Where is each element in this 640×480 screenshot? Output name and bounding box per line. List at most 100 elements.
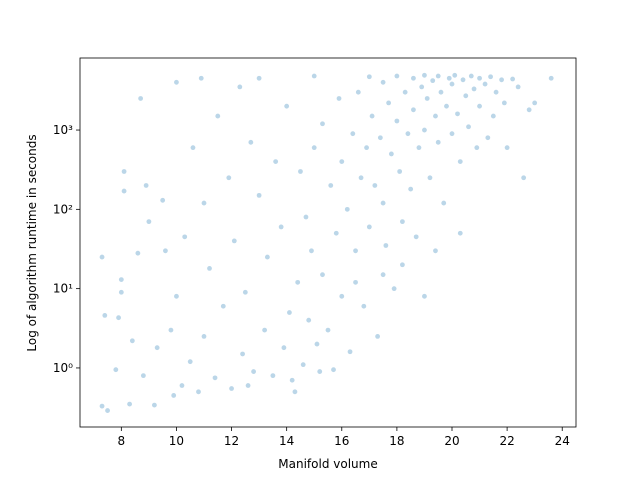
point bbox=[229, 386, 234, 391]
point bbox=[510, 76, 516, 82]
point bbox=[154, 345, 160, 351]
point bbox=[449, 81, 455, 87]
point bbox=[397, 169, 403, 174]
point bbox=[455, 111, 460, 117]
point bbox=[427, 175, 433, 181]
point bbox=[485, 135, 491, 141]
point bbox=[372, 183, 378, 188]
point bbox=[402, 89, 408, 95]
point bbox=[300, 362, 306, 368]
point bbox=[198, 75, 204, 81]
x-tick-label: 12 bbox=[224, 434, 239, 448]
point bbox=[171, 393, 177, 398]
point bbox=[281, 345, 287, 351]
point bbox=[350, 131, 356, 137]
point bbox=[521, 175, 527, 181]
point bbox=[471, 86, 477, 92]
point bbox=[405, 131, 411, 137]
point bbox=[295, 279, 301, 285]
point bbox=[127, 401, 132, 407]
point bbox=[256, 192, 262, 198]
point bbox=[331, 367, 336, 373]
point bbox=[493, 89, 499, 95]
y-axis-label: Log of algorithm runtime in seconds bbox=[25, 134, 39, 351]
point bbox=[380, 272, 386, 278]
point bbox=[187, 359, 193, 365]
point bbox=[422, 127, 427, 133]
point bbox=[207, 265, 212, 271]
point bbox=[320, 121, 325, 127]
point bbox=[375, 333, 380, 339]
point bbox=[298, 169, 303, 174]
point bbox=[433, 113, 438, 119]
point bbox=[380, 79, 386, 85]
point bbox=[444, 103, 449, 109]
point bbox=[320, 272, 325, 278]
point bbox=[306, 317, 312, 323]
point bbox=[201, 333, 207, 339]
y-tick-label: 10¹ bbox=[53, 282, 73, 296]
point bbox=[457, 159, 463, 164]
point bbox=[121, 169, 127, 174]
point bbox=[424, 96, 430, 101]
point bbox=[292, 389, 298, 395]
point bbox=[174, 79, 179, 85]
point bbox=[438, 89, 444, 95]
point bbox=[325, 327, 331, 333]
point bbox=[339, 159, 345, 164]
point bbox=[99, 254, 105, 260]
point bbox=[231, 238, 237, 244]
point bbox=[336, 96, 342, 101]
point bbox=[449, 131, 455, 137]
x-tick-label: 16 bbox=[334, 434, 349, 448]
point bbox=[138, 96, 144, 101]
point bbox=[99, 403, 105, 409]
point bbox=[416, 145, 422, 151]
point bbox=[419, 84, 425, 90]
point bbox=[146, 219, 152, 225]
plot-frame bbox=[79, 57, 577, 428]
point bbox=[264, 254, 270, 260]
point bbox=[284, 103, 290, 109]
point bbox=[430, 78, 436, 84]
point bbox=[504, 145, 510, 151]
point bbox=[121, 188, 127, 194]
y-tick-label: 10² bbox=[53, 202, 73, 216]
point bbox=[353, 279, 358, 285]
point bbox=[168, 327, 174, 333]
x-tick-label: 8 bbox=[118, 434, 126, 448]
point bbox=[366, 74, 372, 80]
x-tick-label: 18 bbox=[389, 434, 404, 448]
point bbox=[435, 73, 441, 79]
point bbox=[242, 289, 248, 295]
point bbox=[344, 206, 350, 212]
point bbox=[152, 402, 157, 408]
point bbox=[361, 303, 367, 309]
point bbox=[240, 351, 245, 357]
point bbox=[388, 151, 394, 157]
point bbox=[251, 369, 256, 374]
point bbox=[212, 375, 218, 381]
point bbox=[116, 315, 121, 321]
point bbox=[457, 230, 463, 236]
point bbox=[463, 93, 469, 99]
point bbox=[314, 341, 320, 347]
point bbox=[303, 214, 309, 220]
point bbox=[380, 200, 386, 206]
point bbox=[317, 369, 323, 374]
point bbox=[347, 349, 353, 355]
point bbox=[353, 248, 358, 254]
x-tick-label: 22 bbox=[499, 434, 514, 448]
point bbox=[441, 200, 447, 206]
point bbox=[377, 135, 383, 141]
point bbox=[411, 107, 416, 113]
point bbox=[433, 248, 438, 254]
point bbox=[422, 72, 427, 78]
point bbox=[501, 100, 507, 106]
point bbox=[196, 389, 201, 395]
point bbox=[394, 73, 400, 79]
point bbox=[135, 250, 141, 256]
point bbox=[201, 200, 207, 206]
x-tick-label: 24 bbox=[555, 434, 570, 448]
point bbox=[278, 224, 284, 230]
